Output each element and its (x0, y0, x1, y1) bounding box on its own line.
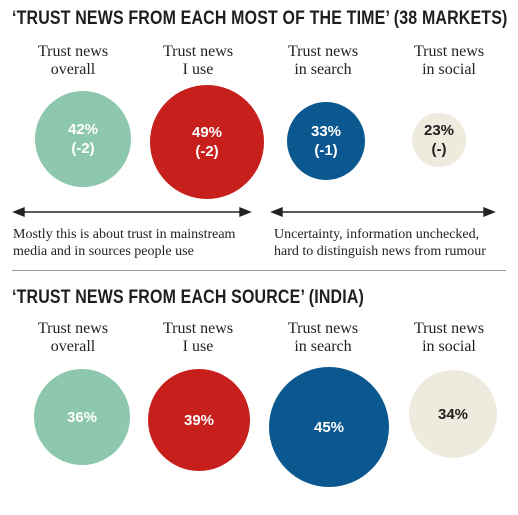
top-label-overall: Trust news overall (13, 43, 133, 79)
top-bubble-i-use: 49% (-2) (150, 85, 264, 199)
label-line: I use (182, 61, 214, 78)
note-line: Uncertainty, information unchecked, (274, 227, 480, 242)
bubble-value: 34% (437, 405, 469, 423)
bubble-value: 36% (66, 408, 98, 426)
top-label-search: Trust news in search (263, 43, 383, 79)
bubble-change: (-) (431, 141, 447, 158)
note-right: Uncertainty, information unchecked, hard… (274, 226, 486, 260)
bubble-change: (-1) (314, 142, 338, 159)
label-line: I use (182, 338, 214, 355)
bubble-change: (-2) (71, 140, 95, 157)
top-bubble-social: 23% (-) (412, 113, 466, 167)
label-line: in search (294, 61, 352, 78)
label-line: Trust news (287, 43, 359, 60)
bubble-change: (-2) (195, 143, 219, 160)
label-line: in social (422, 61, 476, 78)
bottom-bubble-search: 45% (269, 367, 389, 487)
bubble-value: 33% (310, 123, 342, 140)
label-line: Trust news (413, 320, 485, 337)
bottom-label-search: Trust news in search (263, 320, 383, 356)
top-chart-title: ‘TRUST NEWS FROM EACH MOST OF THE TIME’ … (12, 8, 508, 29)
top-label-social: Trust news in social (389, 43, 509, 79)
top-bubble-search: 33% (-1) (287, 102, 365, 180)
bottom-bubble-overall: 36% (34, 369, 130, 465)
section-divider (12, 270, 506, 271)
top-bubble-overall: 42% (-2) (35, 91, 131, 187)
left-double-arrow (12, 206, 252, 218)
bottom-bubble-social: 34% (409, 370, 497, 458)
note-line: media and in sources people use (13, 244, 194, 259)
note-line: hard to distinguish news from rumour (274, 244, 486, 259)
bottom-label-social: Trust news in social (389, 320, 509, 356)
bottom-chart-title: ‘TRUST NEWS FROM EACH SOURCE’ (INDIA) (12, 287, 365, 308)
label-line: Trust news (162, 43, 234, 60)
bottom-label-overall: Trust news overall (13, 320, 133, 356)
note-left: Mostly this is about trust in mainstream… (13, 226, 235, 260)
label-line: overall (50, 338, 96, 355)
label-line: overall (50, 61, 96, 78)
label-line: Trust news (287, 320, 359, 337)
label-line: Trust news (413, 43, 485, 60)
bubble-value: 49% (191, 124, 223, 141)
label-line: Trust news (162, 320, 234, 337)
note-line: Mostly this is about trust in mainstream (13, 227, 236, 242)
bottom-bubble-i-use: 39% (148, 369, 250, 471)
bubble-value: 39% (183, 411, 215, 429)
bubble-value: 42% (67, 121, 99, 138)
right-double-arrow (270, 206, 496, 218)
bubble-value: 23% (423, 122, 455, 139)
label-line: in social (422, 338, 476, 355)
bottom-label-i-use: Trust news I use (138, 320, 258, 356)
top-label-i-use: Trust news I use (138, 43, 258, 79)
bubble-value: 45% (313, 418, 345, 436)
label-line: in search (294, 338, 352, 355)
label-line: Trust news (37, 320, 109, 337)
label-line: Trust news (37, 43, 109, 60)
